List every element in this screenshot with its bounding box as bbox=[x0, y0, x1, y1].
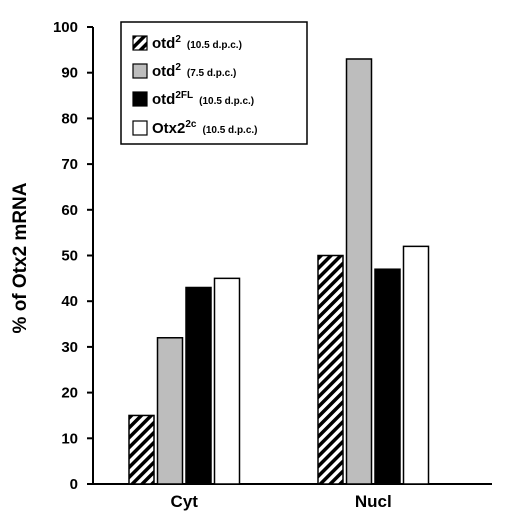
legend-swatch-4 bbox=[132, 120, 148, 136]
legend-label-2: otd2 (7.5 d.p.c.) bbox=[152, 62, 236, 80]
category-label-cyt: Cyt bbox=[171, 492, 199, 511]
legend-note: (10.5 d.p.c.) bbox=[187, 40, 242, 51]
legend-superscript: 2 bbox=[175, 34, 181, 45]
legend: otd2(10.5 d.p.c.)otd2(7.5 d.p.c.)otd2FL(… bbox=[120, 21, 308, 145]
legend-main-text: otd bbox=[152, 91, 175, 108]
bar-cyt-series-3 bbox=[185, 286, 212, 485]
y-axis-label: % of Otx2 mRNA bbox=[10, 182, 31, 333]
legend-swatch-1 bbox=[132, 35, 148, 51]
legend-superscript: 2 bbox=[175, 62, 181, 73]
legend-note: (10.5 d.p.c.) bbox=[199, 96, 254, 107]
legend-box bbox=[120, 21, 308, 145]
bar-cyt-series-4 bbox=[213, 277, 241, 485]
y-tick-label: 70 bbox=[61, 156, 78, 173]
legend-main-text: otd bbox=[152, 63, 175, 80]
y-tick-label: 80 bbox=[61, 110, 78, 127]
legend-superscript: 2FL bbox=[175, 90, 193, 101]
legend-superscript: 2c bbox=[185, 119, 197, 130]
y-tick-label: 30 bbox=[61, 339, 78, 356]
legend-note: (7.5 d.p.c.) bbox=[187, 68, 236, 79]
y-ticks: 0 10 20 30 40 50 60 70 80 90 100 bbox=[53, 19, 93, 493]
bar-cyt-series-1 bbox=[128, 414, 155, 485]
category-labels: Cyt Nucl bbox=[171, 492, 392, 511]
legend-label-1: otd2 (10.5 d.p.c.) bbox=[152, 34, 242, 52]
bar-nucl-series-2 bbox=[345, 58, 373, 485]
y-tick-label: 90 bbox=[61, 65, 78, 82]
legend-note: (10.5 d.p.c.) bbox=[202, 125, 257, 136]
category-label-nucl: Nucl bbox=[355, 492, 392, 511]
bars bbox=[128, 58, 430, 485]
y-tick-label: 0 bbox=[70, 476, 78, 493]
y-tick-label: 40 bbox=[61, 293, 78, 310]
y-tick-label: 60 bbox=[61, 202, 78, 219]
bar-cyt-series-2 bbox=[156, 337, 184, 485]
legend-label-3: otd2FL (10.5 d.p.c.) bbox=[152, 90, 254, 108]
y-tick-label: 50 bbox=[61, 248, 78, 265]
legend-main-text: Otx2 bbox=[152, 120, 185, 137]
legend-swatch-3 bbox=[132, 91, 148, 107]
legend-label-4: Otx22c (10.5 d.p.c.) bbox=[152, 119, 258, 137]
bar-nucl-series-3 bbox=[374, 268, 401, 485]
bar-nucl-series-1 bbox=[317, 254, 344, 485]
y-tick-label: 20 bbox=[61, 385, 78, 402]
y-tick-label: 100 bbox=[53, 19, 78, 36]
legend-main-text: otd bbox=[152, 35, 175, 52]
legend-swatch-2 bbox=[132, 63, 148, 79]
bar-nucl-series-4 bbox=[402, 245, 430, 485]
y-tick-label: 10 bbox=[61, 430, 78, 447]
